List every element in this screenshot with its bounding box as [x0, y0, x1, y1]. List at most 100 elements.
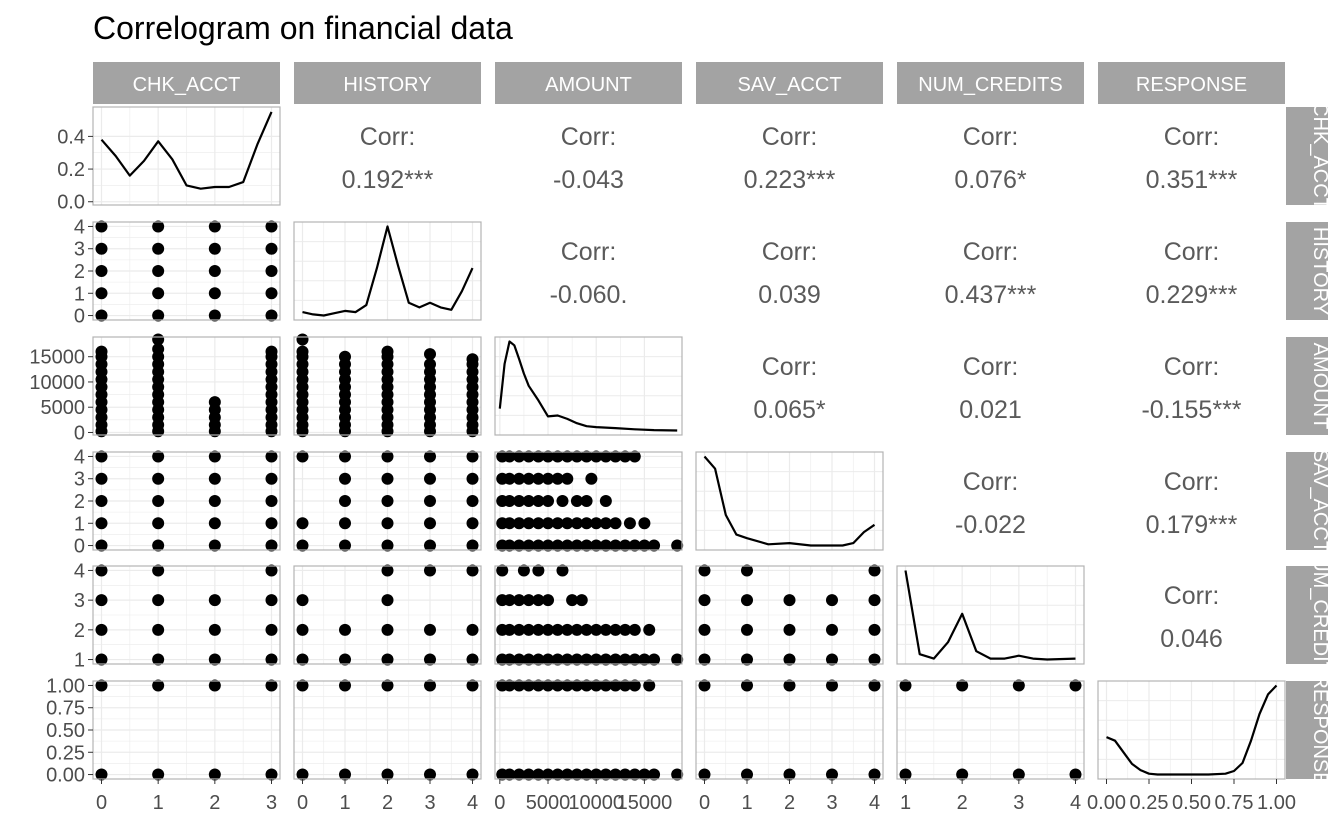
scatter-point: [532, 495, 545, 507]
scatter-point: [152, 265, 165, 277]
scatter-point: [424, 348, 436, 361]
scatter-point: [619, 768, 632, 781]
scatter-point: [532, 623, 545, 636]
x-tick-label: 4: [1070, 792, 1081, 814]
scatter-point: [570, 539, 583, 552]
corr-label: Corr:: [1164, 353, 1220, 381]
x-tick-label: 1: [741, 792, 752, 814]
scatter-point: [532, 564, 545, 577]
scatter-point: [208, 265, 221, 277]
y-tick-label: 0.50: [46, 720, 85, 742]
scatter-point: [424, 472, 436, 485]
scatter-point: [208, 495, 221, 507]
scatter-point: [208, 287, 221, 300]
corr-label: Corr:: [963, 468, 1019, 496]
scatter-point: [152, 343, 165, 356]
scatter-point: [95, 287, 108, 300]
right-strip-label-group: NUM_CREDITS: [1309, 566, 1328, 664]
y-tick-label: 4: [74, 560, 85, 582]
y-tick-label: 2: [74, 491, 85, 513]
x-tick-label: 0: [297, 792, 308, 814]
right-strip-label-group: SAV_ACCT: [1309, 452, 1328, 550]
scatter-point: [152, 517, 165, 530]
scatter-point: [551, 623, 564, 636]
scatter-point: [590, 623, 603, 636]
top-strip-label: HISTORY: [343, 74, 431, 96]
panel-border: [695, 565, 884, 665]
x-tick-label: 0.25: [1130, 792, 1169, 814]
scatter-point: [826, 653, 838, 666]
scatter-point: [561, 653, 574, 666]
panel-border: [293, 565, 482, 665]
scatter-point: [599, 495, 612, 507]
scatter-point: [152, 287, 165, 300]
scatter-point: [152, 623, 165, 636]
scatter-point: [619, 623, 632, 636]
scatter-point: [339, 450, 351, 463]
scatter-point: [208, 472, 221, 485]
scatter-point: [339, 495, 351, 507]
scatter-point: [619, 450, 632, 463]
scatter-point: [265, 220, 278, 233]
scatter-point: [628, 539, 641, 552]
right-strip-history: [1286, 222, 1328, 320]
panel-border: [92, 565, 281, 665]
right-strip-label: AMOUNT: [1309, 343, 1331, 430]
scatter-point: [265, 265, 278, 277]
x-tick-label: 0.75: [1215, 792, 1254, 814]
y-tick-label: 3: [74, 590, 85, 612]
scatter-point: [339, 653, 351, 666]
top-strip-num_credits: [897, 62, 1084, 104]
scatter-point: [381, 539, 394, 552]
scatter-point: [628, 623, 641, 636]
scatter-point: [551, 472, 564, 485]
scatter-point: [826, 679, 838, 692]
scatter-point: [208, 623, 221, 636]
scatter-point: [580, 768, 593, 781]
scatter-point: [424, 768, 436, 781]
x-tick-label: 3: [826, 792, 837, 814]
scatter-point: [868, 653, 881, 666]
x-tick-label: 0.50: [1172, 792, 1211, 814]
scatter-point: [208, 768, 221, 781]
scatter-point: [381, 768, 394, 781]
scatter-point: [381, 653, 394, 666]
y-tick-label: 0.2: [57, 159, 85, 181]
scatter-point: [152, 220, 165, 233]
scatter-point: [570, 653, 583, 666]
scatter-point: [513, 623, 526, 636]
right-strip-label: HISTORY: [1309, 227, 1331, 315]
scatter-point: [956, 768, 969, 781]
panel-border: [494, 565, 683, 665]
scatter-point: [95, 768, 108, 781]
scatter-point: [296, 539, 309, 552]
corr-value: 0.065*: [753, 396, 826, 424]
scatter-point: [783, 679, 796, 692]
panel-border: [92, 106, 281, 206]
corr-label: Corr:: [561, 238, 617, 266]
y-tick-label: 1: [74, 650, 85, 672]
scatter-point: [522, 679, 535, 692]
scatter-point: [95, 539, 108, 552]
scatter-point: [609, 539, 622, 552]
scatter-point: [628, 679, 641, 692]
top-strip-amount: [495, 62, 682, 104]
scatter-point: [381, 564, 394, 577]
scatter-point: [580, 450, 593, 463]
corr-label: Corr:: [1164, 123, 1220, 151]
scatter-point: [868, 594, 881, 607]
x-tick-label: 10000: [568, 792, 624, 814]
scatter-point: [208, 450, 221, 463]
panel-bg: [495, 337, 682, 435]
corr-label: Corr:: [963, 353, 1019, 381]
y-tick-label: 0: [74, 306, 85, 328]
scatter-point: [741, 653, 753, 666]
scatter-point: [503, 594, 516, 607]
scatter-point: [580, 623, 593, 636]
scatter-point: [522, 495, 535, 507]
scatter-point: [208, 679, 221, 692]
scatter-point: [570, 679, 583, 692]
x-tick-label: 3: [1013, 792, 1024, 814]
scatter-point: [628, 768, 641, 781]
scatter-point: [1069, 679, 1082, 692]
